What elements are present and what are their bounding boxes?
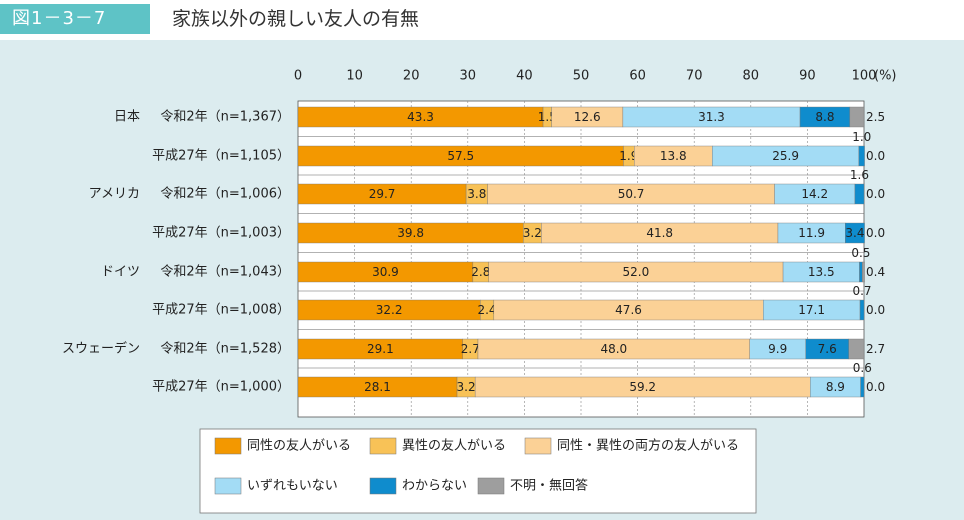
data-label: 3.8 [467,187,486,201]
x-tick-label: 20 [403,69,420,84]
data-label: 0.0 [866,303,885,317]
stacked-bar-chart: 0 10 20 30 40 50 60 70 80 90 100(%) 令和2年（n=1,367） 平成… [62,69,897,514]
data-label: 12.6 [574,110,601,124]
bar-segment [862,261,865,283]
figure-number-label: 図1－3－7 [0,4,150,34]
row-label: 令和2年（n=1,367） [160,110,290,125]
data-label: 25.9 [772,149,799,163]
data-label: 41.8 [646,226,673,240]
legend-label: いずれもいない [247,479,338,494]
data-label: 0.4 [866,265,885,279]
data-label: 7.6 [818,342,837,356]
data-label: 28.1 [364,380,391,394]
data-label: 50.7 [618,187,645,201]
x-tick-label: 60 [629,69,646,84]
x-tick-label: 70 [686,69,703,84]
data-label: 57.5 [447,149,474,163]
data-label: 29.7 [369,187,396,201]
data-label: 13.8 [660,149,687,163]
row-label: 平成27年（n=1,000） [152,380,290,395]
bar-segment [858,145,865,167]
data-label: 52.0 [623,265,650,279]
bar-segment [859,299,865,321]
country-label: 日本 [114,110,140,125]
row-label: 平成27年（n=1,008） [152,303,290,318]
legend-swatch [369,437,397,455]
data-label: 9.9 [768,342,787,356]
x-tick-label: 40 [516,69,533,84]
data-label: 29.1 [367,342,394,356]
row-label: 平成27年（n=1,003） [152,226,290,241]
data-label: 1.0 [852,130,871,144]
bar-segment [849,106,865,128]
x-unit-label: (%) [874,69,897,84]
data-label: 2.5 [866,110,885,124]
x-tick-label: 10 [346,69,363,84]
legend-swatch [369,477,397,495]
legend-swatch [214,437,242,455]
data-label: 47.6 [615,303,642,317]
x-tick-label: 0 [294,69,302,84]
row-label: 令和2年（n=1,528） [160,342,290,357]
x-tick-label: 30 [460,69,477,84]
legend-label: わからない [402,479,467,494]
x-tick-label: 50 [573,69,590,84]
row-label: 令和2年（n=1,043） [160,265,290,280]
bar-segment [859,261,863,283]
x-tick-label: 90 [799,69,816,84]
data-label: 8.9 [826,380,845,394]
country-label: スウェーデン [62,341,140,357]
bar-segment [845,222,865,244]
data-label: 0.0 [866,149,885,163]
legend-label: 不明・無回答 [510,478,588,494]
data-label: 59.2 [629,380,656,394]
legend-swatch [477,477,505,495]
legend-label: 同性・異性の両方の友人がいる [557,438,739,454]
data-label: 48.0 [600,342,627,356]
figure-title: 家族以外の親しい友人の有無 [172,8,420,30]
data-label: 17.1 [798,303,825,317]
bar-segment [848,338,865,360]
data-label: 0.0 [866,226,885,240]
legend-swatch [524,437,552,455]
chart-panel: 0 10 20 30 40 50 60 70 80 90 100 (%) 令和2年（n=1,367） 平成… [0,40,964,520]
data-label: 1.6 [850,168,869,182]
data-label: 3.2 [523,226,542,240]
data-label: 39.8 [397,226,424,240]
row-label: 令和2年（n=1,006） [160,187,290,202]
data-label: 13.5 [808,265,835,279]
data-label: 30.9 [372,265,399,279]
legend-label: 異性の友人がいる [402,438,506,454]
data-label: 0.5 [851,246,870,260]
data-label: 2.4 [477,303,496,317]
data-label: 3.2 [457,380,476,394]
legend-box [199,428,757,514]
figure-header: 図1－3－7 家族以外の親しい友人の有無 [0,0,964,40]
bar-segment [860,376,865,398]
data-label: 31.3 [698,110,725,124]
x-tick-label: 100 [852,69,877,84]
data-label: 0.6 [853,361,872,375]
x-tick-label: 80 [743,69,760,84]
country-label: ドイツ [101,265,140,280]
data-label: 1.9 [619,149,638,163]
data-label: 0.0 [866,380,885,394]
data-label: 2.8 [471,265,490,279]
data-label: 3.4 [845,226,864,240]
data-label: 8.8 [815,110,834,124]
data-label: 14.2 [801,187,828,201]
data-label: 32.2 [376,303,403,317]
legend-swatch [214,477,242,495]
legend-label: 同性の友人がいる [247,438,351,454]
bar-segment [854,183,865,205]
data-label: 0.7 [852,284,871,298]
data-label: 43.3 [407,110,434,124]
data-label: 2.7 [461,342,480,356]
data-label: 0.0 [866,187,885,201]
country-label: アメリカ [89,187,140,202]
row-label: 平成27年（n=1,105） [152,149,290,164]
data-label: 2.7 [866,342,885,356]
data-label: 11.9 [798,226,825,240]
